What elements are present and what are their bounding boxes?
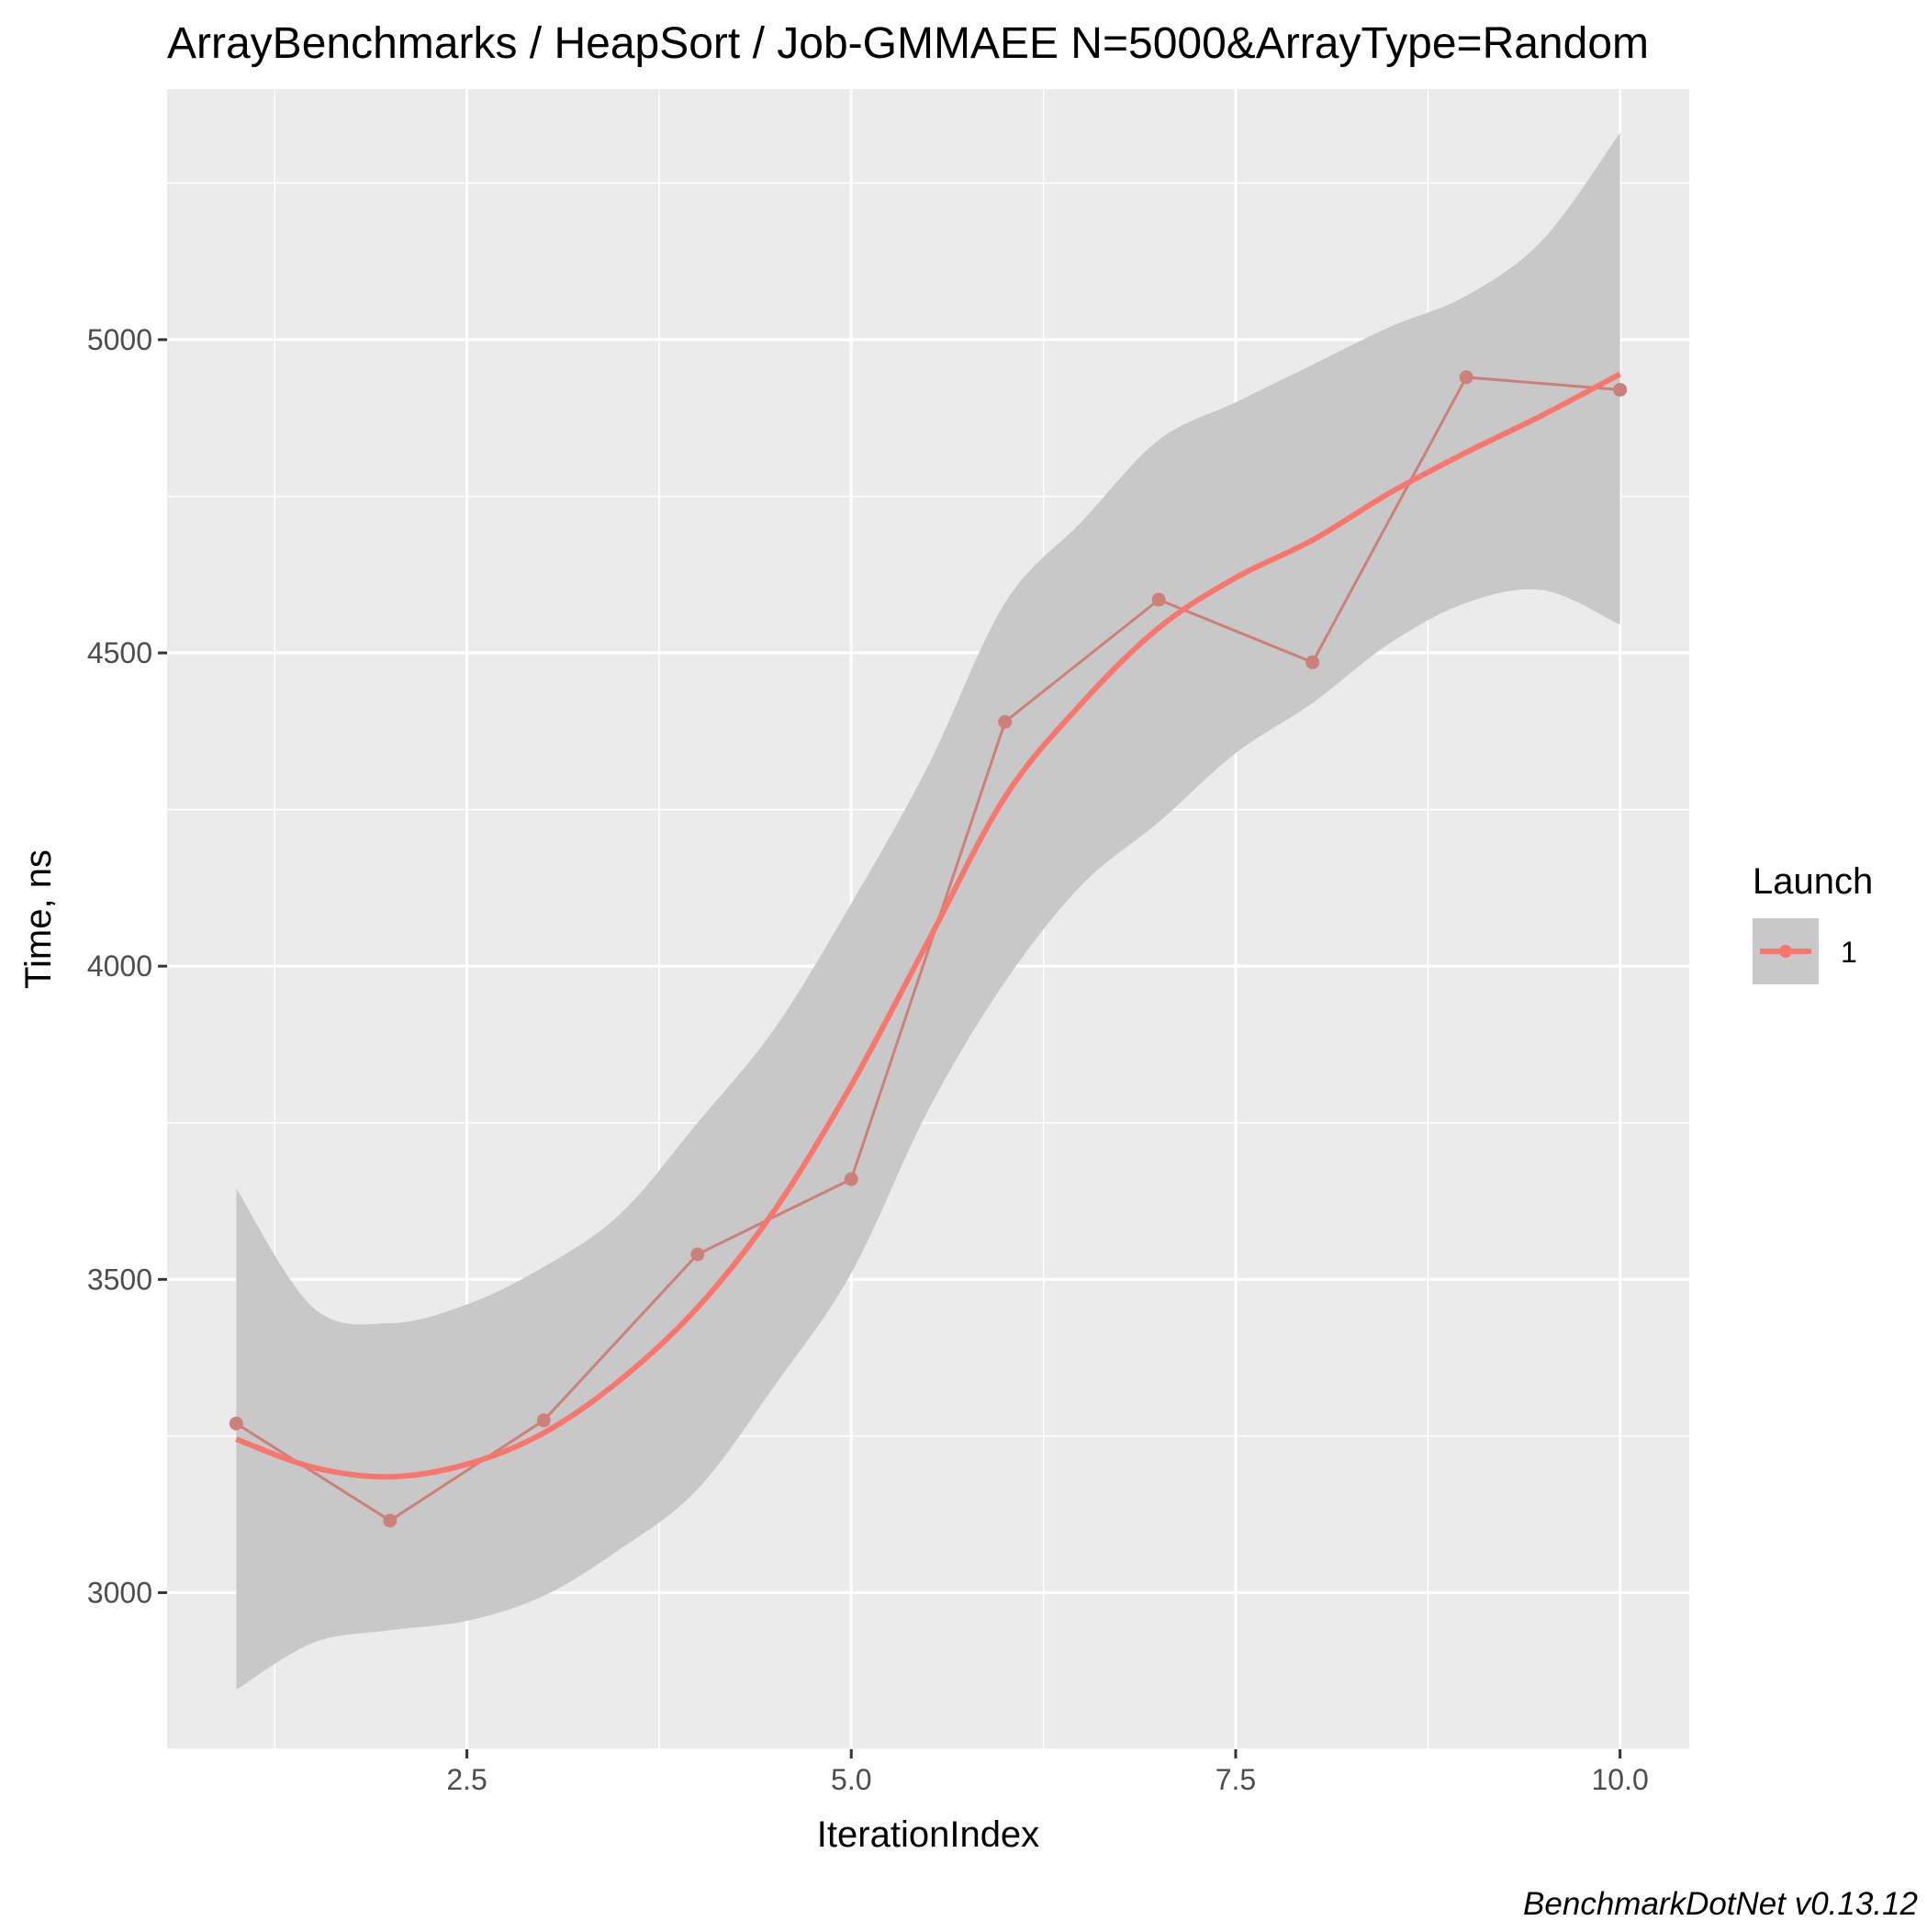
data-point	[1613, 382, 1628, 397]
confidence-ribbon	[236, 132, 1620, 1690]
legend-label: 1	[1841, 936, 1857, 969]
y-axis-tick-label: 4000	[87, 949, 152, 983]
x-axis-tick-label: 5.0	[831, 1763, 871, 1796]
legend: Launch 1	[1753, 861, 1873, 984]
data-point	[383, 1513, 398, 1528]
x-axis-tick-label: 2.5	[446, 1763, 487, 1796]
data-point	[1305, 655, 1320, 669]
x-axis-title: IterationIndex	[817, 1814, 1039, 1855]
data-point	[844, 1172, 858, 1186]
series-line	[235, 376, 1620, 1522]
x-axis-tick-label: 10.0	[1591, 1763, 1648, 1796]
smooth-layer	[235, 371, 1622, 1480]
series-layer	[229, 370, 1628, 1528]
y-axis-tick-label: 5000	[87, 323, 152, 356]
data-point	[536, 1413, 551, 1428]
y-axis-title: Time, ns	[18, 849, 59, 989]
data-point	[229, 1416, 243, 1431]
legend-key-point	[1779, 945, 1792, 958]
confidence-ribbon-layer	[236, 132, 1620, 1690]
y-axis-tick-label: 4500	[87, 636, 152, 669]
data-point	[1459, 370, 1473, 385]
y-axis: 3000 3500 4000 4500 5000	[87, 323, 167, 1609]
x-axis-tick-label: 7.5	[1216, 1763, 1256, 1796]
data-point	[690, 1247, 705, 1262]
y-axis-tick-label: 3000	[87, 1576, 152, 1609]
y-axis-tick-label: 3500	[87, 1263, 152, 1296]
data-point	[998, 714, 1013, 729]
x-axis: 2.5 5.0 7.5 10.0	[446, 1749, 1649, 1796]
chart-caption: BenchmarkDotNet v0.13.12	[1523, 1886, 1918, 1922]
data-point	[1151, 592, 1166, 607]
smooth-fit-line	[235, 371, 1622, 1480]
chart-title: ArrayBenchmarks / HeapSort / Job-GMMAEE …	[167, 19, 1649, 68]
legend-title: Launch	[1753, 861, 1873, 902]
